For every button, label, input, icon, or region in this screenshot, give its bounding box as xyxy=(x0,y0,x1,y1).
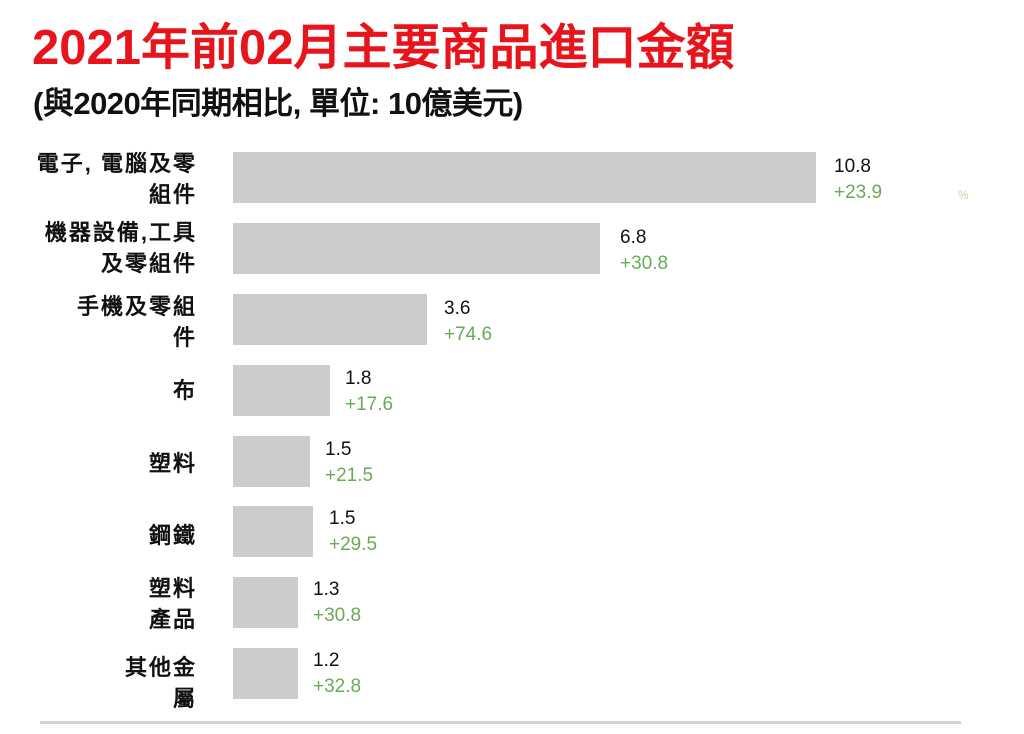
bar xyxy=(233,294,427,345)
growth-label: +17.6 xyxy=(345,394,394,415)
bar xyxy=(233,506,313,557)
value-label: 1.5 xyxy=(329,508,356,529)
value-label: 3.6 xyxy=(444,298,471,319)
growth-label: +23.9 xyxy=(834,182,883,203)
growth-label: +32.8 xyxy=(313,676,362,697)
bar xyxy=(233,577,298,628)
bar xyxy=(233,648,298,699)
value-label: 1.5 xyxy=(325,439,352,460)
growth-label: +29.5 xyxy=(329,534,378,555)
value-label: 1.3 xyxy=(313,579,340,600)
category-label: 電子, 電腦及零 組件 xyxy=(36,151,197,207)
value-label: 10.8 xyxy=(834,156,871,177)
bar xyxy=(233,152,816,203)
bar xyxy=(233,436,310,487)
growth-label: +30.8 xyxy=(313,605,362,626)
bottom-divider xyxy=(40,721,961,724)
category-label: 其他金 屬 xyxy=(124,655,197,711)
category-label: 手機及零組 件 xyxy=(76,294,197,350)
growth-label: +30.8 xyxy=(620,253,669,274)
value-label: 6.8 xyxy=(620,227,647,248)
category-label: 鋼鐵 xyxy=(148,523,197,548)
chart-title: 2021年前02月主要商品進口金額 xyxy=(32,21,735,75)
value-label-group: 1.5 +29.5 xyxy=(329,506,377,558)
value-label-group: 3.6 +74.6 xyxy=(444,296,492,348)
value-label-group: 1.5 +21.5 xyxy=(325,437,373,489)
category-label: 布 xyxy=(172,378,197,403)
category-label: 機器設備,工具 及零組件 xyxy=(44,220,197,276)
value-label-group: 1.3 +30.8 xyxy=(313,577,361,629)
value-label-group: 6.8 +30.8 xyxy=(620,225,668,277)
chart-subtitle: (與2020年同期相比, 單位: 10億美元) xyxy=(33,86,523,121)
value-label: 1.2 xyxy=(313,650,340,671)
growth-label: +74.6 xyxy=(444,324,493,345)
value-label-group: 1.2 +32.8 xyxy=(313,648,361,700)
bar xyxy=(233,365,330,416)
value-label-group: 10.8 +23.9 xyxy=(834,154,882,206)
value-label: 1.8 xyxy=(345,368,372,389)
clipped-percent-glyph: % xyxy=(958,188,969,202)
category-label: 塑料 xyxy=(148,451,197,476)
growth-label: +21.5 xyxy=(325,465,374,486)
value-label-group: 1.8 +17.6 xyxy=(345,366,393,418)
bar xyxy=(233,223,600,274)
category-label: 塑料 產品 xyxy=(148,576,197,632)
